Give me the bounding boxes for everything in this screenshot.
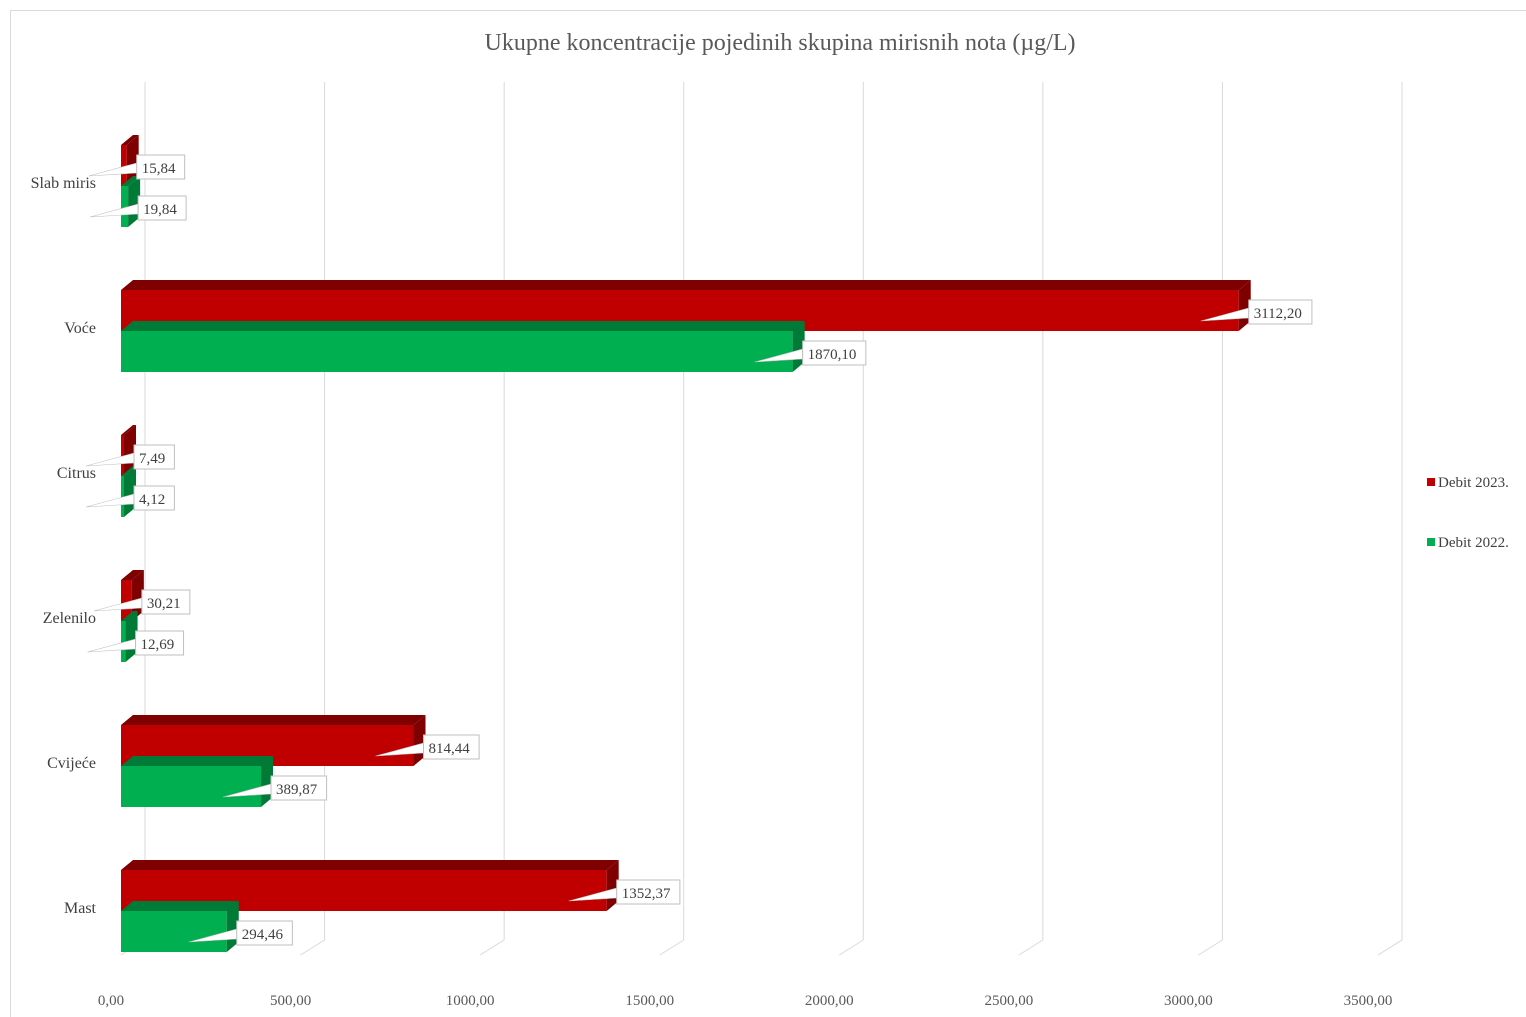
bar-front-face — [121, 476, 124, 517]
gridline-foot — [1377, 939, 1403, 956]
x-tick-label: 1000,00 — [446, 993, 495, 1009]
bar-top-face — [121, 280, 1251, 290]
data-label-text: 15,84 — [142, 161, 176, 177]
bar-top-face — [121, 611, 138, 621]
bar-debit-2022 — [121, 901, 239, 952]
gridline-foot — [839, 939, 864, 956]
x-tick-label: 2500,00 — [984, 993, 1033, 1009]
bar-debit-2022 — [121, 756, 274, 807]
category-label: Mast — [64, 900, 97, 917]
data-label: 1352,37 — [568, 879, 681, 905]
bar-top-face — [121, 425, 136, 435]
x-tick-label: 500,00 — [270, 993, 311, 1009]
bar-front-face — [121, 766, 262, 807]
legend-label: Debit 2022. — [1438, 535, 1509, 551]
bar-front-face — [121, 911, 227, 952]
gridline-foot — [1198, 939, 1223, 956]
data-label: 294,46 — [188, 920, 293, 946]
data-label: 3112,20 — [1200, 299, 1313, 325]
data-label: 30,21 — [93, 589, 191, 615]
data-label-box — [133, 444, 175, 470]
data-label: 7,49 — [85, 444, 175, 470]
chart-title: Ukupne koncentracije pojedinih skupina m… — [484, 30, 1075, 56]
data-label: 1870,10 — [754, 340, 867, 366]
data-label-box — [136, 154, 186, 180]
bar-debit-2022 — [121, 176, 141, 227]
data-label-box — [133, 485, 175, 511]
data-label-box — [135, 630, 185, 656]
bars — [121, 135, 1251, 952]
data-label: 4,12 — [85, 485, 175, 511]
data-label-box — [1248, 299, 1313, 325]
legend-swatch — [1427, 538, 1435, 546]
data-label-text: 1352,37 — [622, 886, 671, 902]
bar-top-face — [121, 135, 139, 145]
bar-top-face — [121, 321, 805, 331]
data-label-text: 7,49 — [139, 451, 165, 467]
x-tick-label: 2000,00 — [805, 993, 854, 1009]
data-label-box — [141, 589, 191, 615]
data-label-text: 30,21 — [147, 596, 181, 612]
data-label-text: 814,44 — [429, 741, 471, 757]
category-label: Slab miris — [31, 175, 96, 192]
data-label-text: 12,69 — [141, 637, 175, 653]
bar-top-face — [121, 466, 136, 476]
bar-front-face — [121, 621, 126, 662]
bar-top-face — [121, 176, 141, 186]
category-label: Zelenilo — [43, 610, 96, 627]
data-label-box — [137, 195, 187, 221]
bar-top-face — [121, 570, 144, 580]
data-label-text: 1870,10 — [808, 347, 857, 363]
data-label-text: 19,84 — [143, 202, 177, 218]
bar-front-face — [121, 580, 132, 621]
data-label: 814,44 — [375, 734, 480, 760]
legend: Debit 2023. Debit 2022. — [1427, 475, 1509, 551]
data-label-box — [236, 920, 293, 946]
legend-swatch — [1427, 478, 1435, 486]
bar-debit-2022 — [121, 321, 805, 372]
category-label: Cvijeće — [47, 755, 96, 772]
bar-front-face — [121, 145, 127, 186]
x-tick-label: 3000,00 — [1164, 993, 1213, 1009]
chart-frame — [10, 10, 1526, 1017]
bar-top-face — [121, 860, 619, 870]
gridline-foot — [1018, 939, 1044, 956]
data-label-box — [616, 879, 681, 905]
category-label: Voće — [64, 320, 96, 337]
gridline-foot — [659, 939, 684, 956]
bar-front-face — [121, 331, 793, 372]
data-label-box — [802, 340, 867, 366]
data-label-text: 389,87 — [276, 782, 318, 798]
x-tick-label: 3500,00 — [1344, 993, 1393, 1009]
bar-front-face — [121, 186, 129, 227]
gridline-foot — [300, 939, 325, 956]
data-label: 12,69 — [87, 630, 185, 656]
category-labels: Slab miris Voće Citrus Zelenilo Cvijeće Mast — [31, 175, 97, 917]
gridlines — [120, 82, 1403, 956]
data-label: 389,87 — [222, 775, 328, 801]
data-label: 19,84 — [90, 195, 187, 221]
data-labels: 15,84 19,84 3112,20 1870,10 7,49 4,12 30,21 12,… — [85, 154, 1313, 946]
data-label-text: 4,12 — [139, 492, 165, 508]
gridline-foot — [479, 939, 505, 956]
bar-front-face — [121, 435, 124, 476]
category-label: Citrus — [57, 465, 96, 482]
legend-label: Debit 2023. — [1438, 475, 1509, 491]
data-label-text: 3112,20 — [1254, 306, 1302, 322]
x-tick-label: 0,00 — [98, 993, 124, 1009]
data-label-box — [423, 734, 480, 760]
bar-top-face — [121, 715, 426, 725]
x-axis-ticks: 0,00 500,00 1000,00 1500,00 2000,00 2500,00 30… — [98, 993, 1393, 1009]
data-label: 15,84 — [88, 154, 186, 180]
data-label-text: 294,46 — [242, 927, 284, 943]
bar-top-face — [121, 901, 239, 911]
x-tick-label: 1500,00 — [625, 993, 674, 1009]
bar-top-face — [121, 756, 274, 766]
data-label-box — [270, 775, 328, 801]
